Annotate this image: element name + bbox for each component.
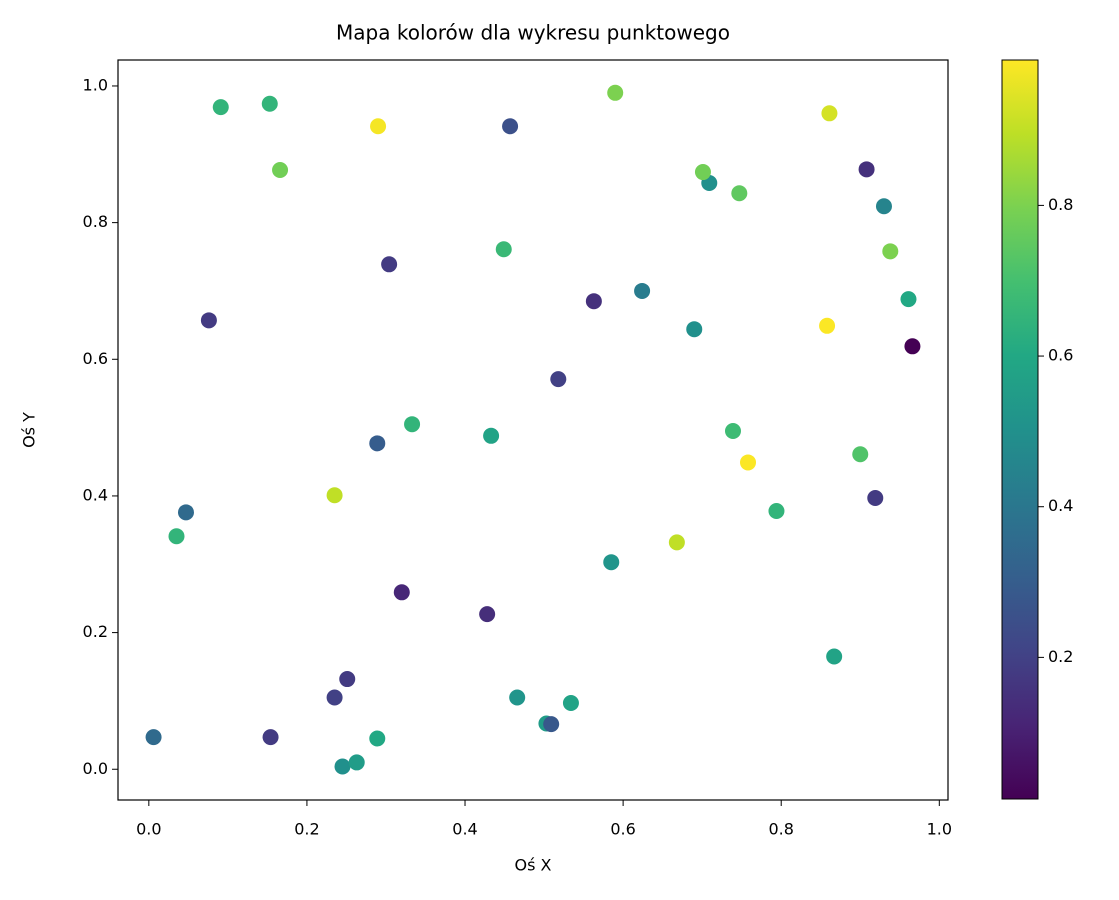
point [634,282,651,299]
point [212,99,229,116]
point [694,164,711,181]
point [145,729,162,746]
point [731,185,748,202]
point [686,321,703,338]
colorbar [1001,59,1039,800]
y-tick-label: 0.0 [83,759,108,778]
point [904,338,921,355]
point [479,606,496,623]
colorbar-tick-label: 0.4 [1048,496,1073,515]
colorbar-tick-label: 0.8 [1048,195,1073,214]
plot-frame [117,59,949,801]
point [821,105,838,122]
point [272,162,289,179]
point [668,534,685,551]
point [177,504,194,521]
point [369,730,386,747]
point [502,118,519,135]
point [819,317,836,334]
chart-title: Mapa kolorów dla wykresu punktowego [336,21,730,45]
point [404,416,421,433]
point [543,716,560,733]
point [339,671,356,688]
point [826,648,843,665]
x-tick-label: 0.4 [452,820,477,839]
point [168,528,185,545]
x-tick-label: 0.6 [610,820,635,839]
y-axis-label: Oś Y [20,412,39,448]
point [483,427,500,444]
point [607,84,624,101]
point [509,689,526,706]
y-tick-label: 0.6 [83,349,108,368]
x-tick-label: 0.8 [768,820,793,839]
point [585,293,602,310]
point [768,502,785,519]
point [875,198,892,215]
y-tick-label: 1.0 [83,75,108,94]
point [562,694,579,711]
point [326,487,343,504]
x-tick-label: 0.0 [136,820,161,839]
point [381,256,398,273]
point [200,312,217,329]
point [882,243,899,260]
x-tick-label: 1.0 [927,820,952,839]
point [326,689,343,706]
point [369,435,386,452]
point [858,161,875,178]
point [867,489,884,506]
point [550,371,567,388]
y-tick-label: 0.8 [83,212,108,231]
point [261,95,278,112]
colorbar-tick-label: 0.6 [1048,346,1073,365]
x-axis-label: Oś X [515,856,552,875]
colorbar-tick-label: 0.2 [1048,647,1073,666]
point [852,446,869,463]
x-tick-label: 0.2 [294,820,319,839]
y-tick-label: 0.2 [83,622,108,641]
point [603,554,620,571]
y-tick-label: 0.4 [83,485,108,504]
point [740,454,757,471]
point [393,584,410,601]
point [495,241,512,258]
point [724,423,741,440]
point [334,758,351,775]
point [900,291,917,308]
point [370,118,387,135]
point [348,754,365,771]
point [262,729,279,746]
